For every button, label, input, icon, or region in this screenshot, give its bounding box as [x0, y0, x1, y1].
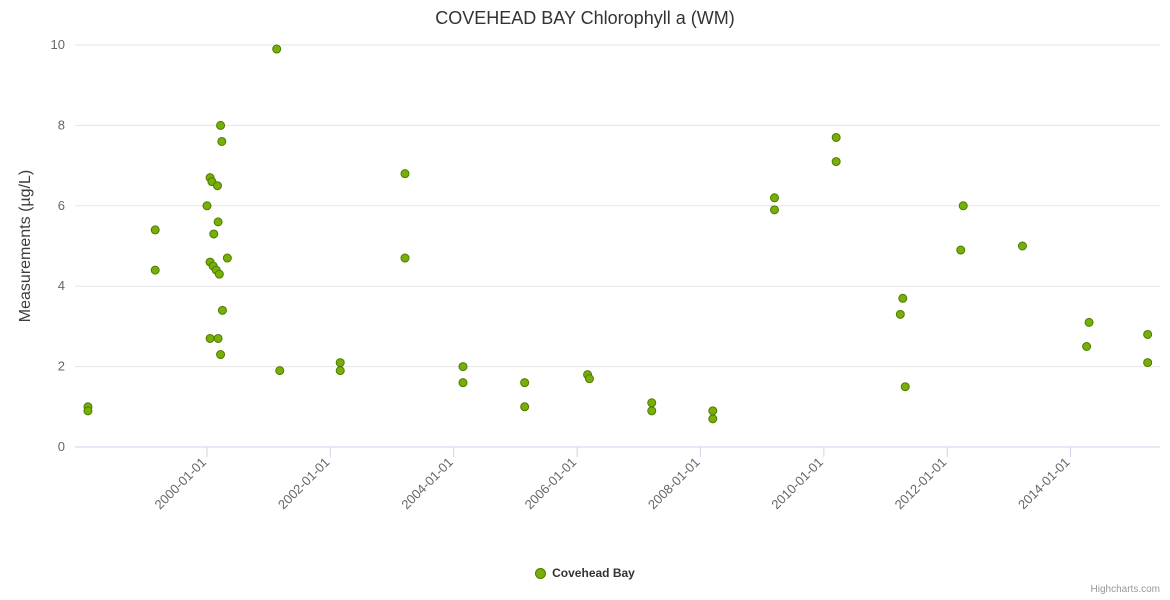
data-point[interactable]: [1082, 342, 1092, 351]
x-tick-label: 2000-01-01: [151, 455, 209, 513]
data-point[interactable]: [898, 293, 908, 303]
x-tick-label: 2010-01-01: [768, 455, 826, 513]
data-point[interactable]: [400, 169, 410, 179]
data-point[interactable]: [83, 406, 93, 416]
legend-marker-icon: [535, 567, 547, 579]
y-tick-label: 8: [58, 117, 65, 132]
data-point[interactable]: [647, 398, 657, 408]
y-tick-label: 10: [51, 37, 65, 52]
data-point[interactable]: [335, 358, 345, 368]
data-point[interactable]: [1084, 317, 1094, 327]
x-tick-label: 2012-01-01: [892, 455, 950, 513]
x-tick-label: 2014-01-01: [1015, 455, 1073, 513]
data-point[interactable]: [1143, 329, 1153, 339]
data-point[interactable]: [958, 201, 968, 211]
y-tick-label: 0: [58, 439, 65, 454]
data-point[interactable]: [217, 305, 227, 315]
x-tick-label: 2002-01-01: [275, 455, 333, 513]
data-point[interactable]: [1017, 241, 1027, 251]
data-point[interactable]: [209, 229, 219, 239]
data-point[interactable]: [213, 333, 223, 343]
data-point[interactable]: [831, 132, 841, 142]
data-point[interactable]: [769, 205, 779, 215]
data-point[interactable]: [212, 181, 222, 191]
y-tick-label: 2: [58, 359, 65, 374]
data-point[interactable]: [222, 253, 232, 263]
data-point[interactable]: [202, 201, 212, 211]
data-point[interactable]: [900, 382, 910, 392]
credits-link[interactable]: Highcharts.com: [1090, 584, 1160, 595]
x-tick-label: 2008-01-01: [645, 455, 703, 513]
data-point[interactable]: [272, 44, 282, 54]
data-point[interactable]: [335, 366, 345, 376]
data-point[interactable]: [647, 406, 657, 416]
data-point[interactable]: [217, 136, 227, 146]
data-point[interactable]: [1143, 358, 1153, 368]
data-point[interactable]: [214, 269, 224, 279]
legend: Covehead Bay: [0, 566, 1170, 580]
data-point[interactable]: [400, 253, 410, 263]
data-point[interactable]: [708, 414, 718, 424]
data-point[interactable]: [520, 378, 530, 388]
data-point[interactable]: [584, 374, 594, 384]
data-point[interactable]: [895, 309, 905, 319]
chart-title: COVEHEAD BAY Chlorophyll a (WM): [435, 8, 735, 28]
x-tick-label: 2004-01-01: [398, 455, 456, 513]
data-point[interactable]: [150, 265, 160, 275]
data-point[interactable]: [213, 217, 223, 227]
data-point[interactable]: [708, 406, 718, 416]
data-point[interactable]: [769, 193, 779, 203]
y-tick-label: 6: [58, 198, 65, 213]
data-point[interactable]: [150, 225, 160, 235]
legend-label: Covehead Bay: [552, 566, 635, 580]
y-tick-label: 4: [58, 278, 65, 293]
data-point[interactable]: [205, 333, 215, 343]
data-point[interactable]: [831, 157, 841, 167]
data-point[interactable]: [458, 378, 468, 388]
legend-item-covehead-bay[interactable]: Covehead Bay: [535, 566, 635, 580]
data-point[interactable]: [216, 350, 226, 360]
data-point[interactable]: [216, 120, 226, 130]
x-tick-label: 2006-01-01: [522, 455, 580, 513]
data-point[interactable]: [275, 366, 285, 376]
data-point[interactable]: [520, 402, 530, 412]
data-point[interactable]: [458, 362, 468, 372]
data-point[interactable]: [956, 245, 966, 255]
